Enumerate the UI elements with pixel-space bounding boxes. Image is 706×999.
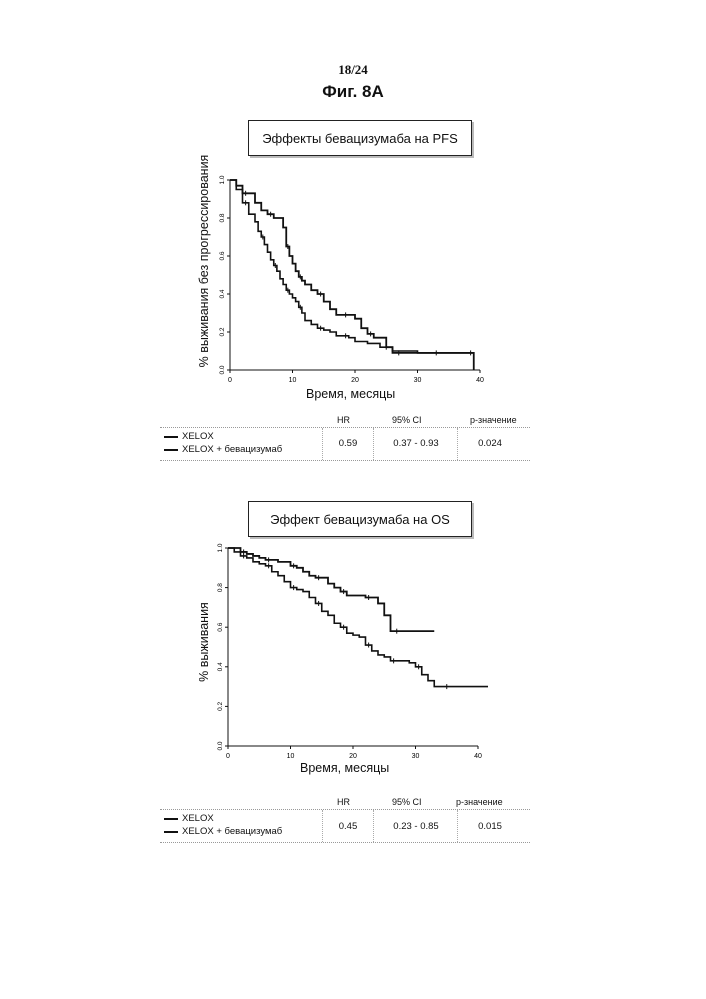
p-header: p-значение — [456, 797, 503, 807]
legend-item-xelox: XELOX — [164, 813, 214, 824]
survival-curve — [230, 179, 475, 370]
legend-line-icon — [164, 435, 178, 438]
os-x-axis-label: Время, месяцы — [300, 761, 390, 775]
y-tick-label: 0.0 — [217, 741, 224, 750]
x-tick-label: 0 — [228, 377, 232, 384]
y-tick-label: 1.0 — [219, 175, 226, 184]
legend-label: XELOX — [182, 431, 214, 442]
hr-value: 0.45 — [338, 821, 358, 832]
survival-curve — [228, 547, 488, 688]
table-col-divider — [322, 810, 323, 842]
legend-item-xelox-bev: XELOX + бевацизумаб — [164, 444, 282, 455]
table-top-rule — [160, 809, 530, 810]
y-tick-label: 0.6 — [217, 622, 224, 631]
table-col-divider — [457, 428, 458, 460]
os-chart-title: Эффект бевацизумаба на OS — [248, 501, 472, 537]
y-tick-label: 0.2 — [217, 702, 224, 711]
x-tick-label: 30 — [412, 753, 420, 760]
legend-label: XELOX + бевацизумаб — [182, 444, 283, 455]
pfs-stats-table: HR 95% CI p-значение XELOX XELOX + бевац… — [160, 412, 530, 464]
legend-line-icon — [164, 448, 178, 451]
ci-header: 95% CI — [392, 415, 422, 425]
page-number: 18/24 — [338, 62, 368, 77]
x-tick-label: 40 — [476, 377, 484, 384]
y-tick-label: 0.0 — [219, 365, 226, 374]
x-tick-label: 20 — [349, 753, 357, 760]
hr-value: 0.59 — [338, 438, 358, 449]
hr-header: HR — [337, 415, 350, 425]
pfs-chart-title: Эффекты бевацизумаба на PFS — [248, 120, 472, 156]
ci-header: 95% CI — [392, 797, 422, 807]
x-tick-label: 30 — [414, 377, 422, 384]
table-col-divider — [322, 428, 323, 460]
legend-label: XELOX — [182, 813, 214, 824]
pfs-chart: 0.0 0.2 0.4 0.6 0.8 1.0 0 10 20 30 40 — [219, 175, 484, 384]
y-tick-label: 0.4 — [219, 289, 226, 298]
y-tick-label: 1.0 — [217, 543, 224, 552]
figure-title: Фиг. 8А — [322, 82, 384, 101]
table-bottom-rule — [160, 842, 530, 843]
legend-item-xelox: XELOX — [164, 431, 214, 442]
legend-item-xelox-bev: XELOX + бевацизумаб — [164, 826, 282, 837]
os-chart: 0.0 0.2 0.4 0.6 0.8 1.0 0 10 20 30 40 — [217, 543, 488, 760]
ci-value: 0.37 - 0.93 — [393, 438, 439, 449]
table-col-divider — [373, 810, 374, 842]
y-tick-label: 0.8 — [217, 583, 224, 592]
x-tick-label: 40 — [474, 753, 482, 760]
pfs-x-axis-label: Время, месяцы — [306, 387, 396, 401]
x-tick-label: 10 — [287, 753, 295, 760]
x-tick-label: 0 — [226, 753, 230, 760]
table-top-rule — [160, 427, 530, 428]
y-tick-label: 0.4 — [217, 662, 224, 671]
y-tick-label: 0.8 — [219, 213, 226, 222]
table-col-divider — [457, 810, 458, 842]
legend-line-icon — [164, 830, 178, 833]
hr-header: HR — [337, 797, 350, 807]
x-tick-label: 20 — [351, 377, 359, 384]
p-value: 0.024 — [478, 438, 502, 449]
x-tick-label: 10 — [289, 377, 297, 384]
y-tick-label: 0.6 — [219, 251, 226, 260]
p-header: p-значение — [470, 415, 517, 425]
legend-label: XELOX + бевацизумаб — [182, 826, 283, 837]
os-stats-table: HR 95% CI p-значение XELOX XELOX + бевац… — [160, 794, 530, 846]
survival-curve — [230, 179, 474, 354]
ci-value: 0.23 - 0.85 — [393, 821, 439, 832]
legend-line-icon — [164, 817, 178, 820]
survival-curve — [228, 547, 435, 633]
table-col-divider — [373, 428, 374, 460]
p-value: 0.015 — [478, 821, 502, 832]
table-bottom-rule — [160, 460, 530, 461]
y-tick-label: 0.2 — [219, 327, 226, 336]
